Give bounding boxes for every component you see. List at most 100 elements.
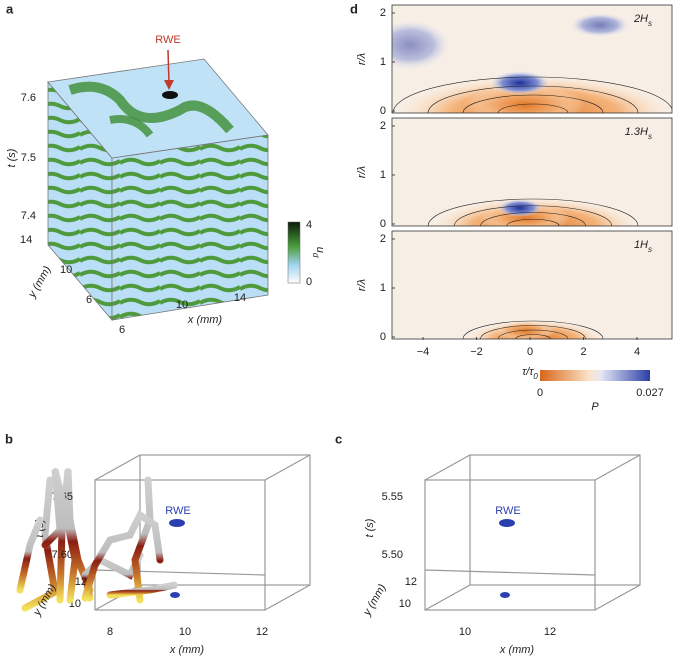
tick-label: 7.6	[21, 92, 36, 104]
tick-label: 5.50	[382, 549, 403, 561]
colorbar-max: 0.027	[636, 387, 664, 399]
annotation: RWE	[495, 505, 520, 517]
row-annotation-main: 1H	[634, 239, 648, 251]
contour	[462, 320, 604, 339]
tick-label: 1	[380, 282, 386, 294]
contour	[427, 85, 639, 113]
blob	[392, 20, 450, 70]
colorbar	[540, 370, 650, 381]
panel-label: d	[350, 1, 358, 16]
tick-label: 12	[75, 576, 87, 588]
axis-label: r/λ	[356, 53, 368, 65]
blob	[497, 199, 543, 217]
contour	[497, 329, 569, 339]
colorbar-max: 4	[306, 219, 312, 231]
heatmap-content	[392, 231, 672, 339]
box-front	[94, 479, 266, 611]
tick-label: 5.55	[382, 491, 403, 503]
annotation: RWE	[155, 34, 180, 46]
heatmap: 0 1 2 r/λ 1Hs	[356, 230, 673, 343]
trajectory	[41, 469, 79, 604]
box-edge	[594, 454, 641, 481]
box-edge	[594, 584, 641, 611]
box-edge	[94, 454, 141, 481]
contour	[480, 325, 586, 339]
axis-label: x (mm)	[499, 644, 535, 656]
heatmap: 0 1 2 r/λ 2Hs	[356, 4, 673, 117]
tick-label: 6	[119, 324, 125, 336]
axis-label: r/λ	[356, 279, 368, 291]
panel-label: c	[335, 431, 342, 446]
contour	[506, 218, 560, 226]
row-annotation-main: 2H	[633, 13, 648, 25]
contour	[497, 103, 569, 113]
row-annotation: 2Hs	[633, 13, 652, 28]
tick-label: 14	[234, 292, 246, 304]
trajectory	[106, 581, 179, 599]
tick-label: 7.4	[21, 210, 36, 222]
frame	[391, 117, 673, 227]
rwe-marker	[169, 519, 185, 527]
box-edge	[424, 454, 471, 481]
axis-label: y (mm)	[361, 582, 389, 619]
trajectory	[56, 469, 94, 604]
heatmap-content	[392, 118, 672, 226]
colorbar-label: P	[591, 401, 599, 413]
axis-label-main: τ/τ	[522, 366, 534, 378]
tick-label: 7.5	[21, 152, 36, 164]
tick-label: 14	[20, 234, 32, 246]
row-annotation-sub: s	[648, 19, 652, 28]
trajectory	[81, 509, 164, 602]
contour	[515, 334, 551, 339]
tick-label: 4	[634, 346, 640, 358]
tick-label: 2	[380, 120, 386, 132]
frame	[391, 230, 673, 340]
box-back	[139, 454, 311, 586]
heatmap-content	[392, 5, 672, 113]
tick-label: 10	[179, 626, 191, 638]
heatmap: 0 1 2 r/λ 1.3Hs	[356, 117, 673, 230]
panel-label: a	[6, 1, 14, 16]
tick-label: 12	[405, 576, 417, 588]
axis-label: y (mm)	[26, 264, 54, 301]
arrow	[167, 49, 170, 85]
rwe-marker	[499, 519, 515, 527]
box-front	[424, 479, 596, 611]
tick-label: 10	[60, 264, 72, 276]
row-annotation-main: 1.3H	[625, 126, 648, 138]
blob	[490, 71, 550, 95]
blob	[495, 321, 555, 339]
trajectory	[16, 516, 44, 594]
tick-label: −4	[417, 346, 430, 358]
row-annotation-sub: s	[648, 132, 652, 141]
arrowhead	[164, 80, 174, 90]
tick-label: 8	[107, 626, 113, 638]
axis-label: x (mm)	[187, 314, 223, 326]
trajectory	[21, 476, 59, 612]
colorbar	[287, 221, 301, 284]
box-edge	[264, 454, 311, 481]
trajectory	[131, 476, 154, 604]
panel-label: b	[5, 431, 13, 446]
axis-label: t (s)	[364, 518, 376, 537]
tick-label: 2	[380, 233, 386, 245]
contour	[462, 94, 604, 113]
box-edge	[424, 569, 596, 576]
colorbar-label: ud	[311, 247, 326, 258]
tick-label: 1	[380, 56, 386, 68]
axis-label: t (s)	[6, 148, 18, 167]
axis-label: r/λ	[356, 166, 368, 178]
tick-label: 7.60	[52, 549, 73, 561]
tick-label: 0	[380, 218, 386, 230]
box-edge	[264, 584, 311, 611]
tick-label: 2	[580, 346, 586, 358]
tick-label: 10	[176, 299, 188, 311]
cube	[47, 58, 269, 322]
colorbar-min: 0	[306, 276, 312, 288]
axis-label: x (mm)	[169, 644, 205, 656]
box-back	[469, 454, 641, 586]
frame	[391, 4, 673, 114]
annotation: RWE	[165, 505, 190, 517]
tick-label: 10	[459, 626, 471, 638]
